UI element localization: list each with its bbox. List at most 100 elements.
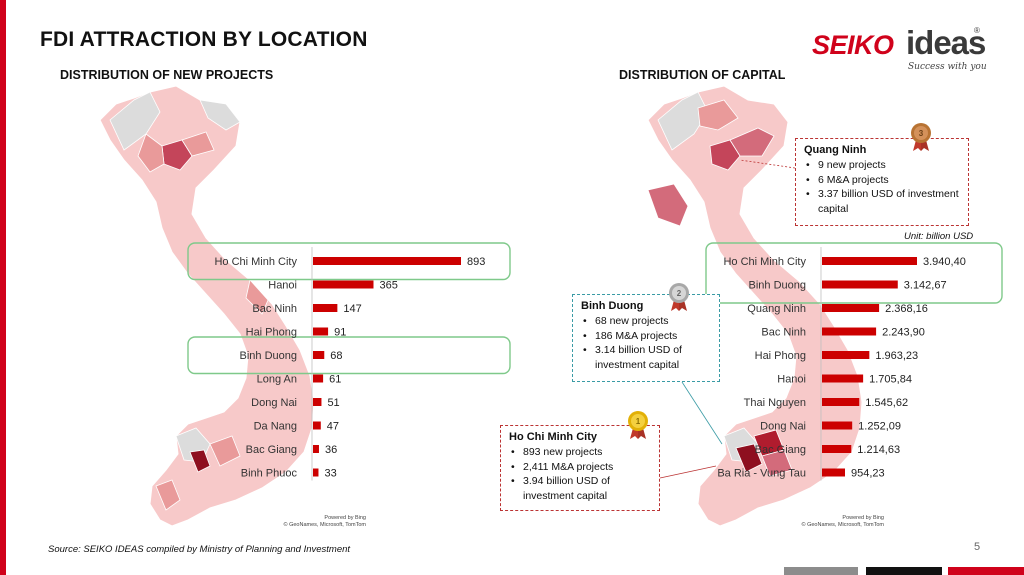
bar-projects [313, 327, 329, 336]
category-label-capital: Thai Nguyen [744, 397, 806, 409]
logo-registered-mark: ® [974, 26, 980, 35]
chart-projects: Ho Chi Minh City 893 Hanoi 365 Bac Ninh 147 Ha… [187, 242, 511, 481]
value-label-capital: 1.214,63 [857, 444, 900, 456]
callout-item: 3.94 billion USD of investment capital [509, 474, 651, 503]
bar-capital [822, 327, 877, 336]
svg-text:1: 1 [636, 417, 641, 426]
value-label-capital: 1.963,23 [875, 350, 918, 362]
category-label-capital: Hanoi [777, 374, 806, 386]
bar-capital [822, 445, 852, 453]
binh-duong-connector [681, 381, 723, 445]
value-label-projects: 51 [327, 397, 339, 409]
callout-item: 3.14 billion USD of investment capital [581, 343, 711, 372]
gold-medal-icon: 1 [628, 411, 648, 439]
callout-quang-ninh: Quang Ninh 9 new projects 6 M&A projects… [795, 138, 969, 226]
footer-bar-red [948, 567, 1024, 575]
left-chart-subtitle: DISTRIBUTION OF NEW PROJECTS [60, 68, 274, 82]
callout-title: Ho Chi Minh City [509, 431, 597, 443]
attribution-line: Powered by Bing [842, 515, 884, 521]
page-number: 5 [974, 541, 981, 553]
page-title: FDI ATTRACTION BY LOCATION [40, 28, 368, 51]
value-label-projects: 68 [330, 350, 342, 362]
attribution-line: Powered by Bing [324, 515, 366, 521]
highlight-box-projects-1 [187, 336, 511, 375]
value-label-projects: 365 [379, 280, 397, 292]
category-label-capital: Binh Duong [749, 280, 807, 292]
highlight-box-capital-0 [705, 242, 1003, 304]
category-label-capital: Hai Phong [755, 350, 806, 362]
bar-projects [313, 468, 319, 477]
value-label-capital: 954,23 [851, 468, 885, 480]
value-label-projects: 47 [327, 421, 339, 433]
category-label-capital: Quang Ninh [747, 303, 806, 315]
bar-capital [822, 280, 898, 289]
bar-capital [822, 257, 917, 265]
bar-projects [313, 304, 338, 312]
category-label-projects: Bac Giang [246, 444, 297, 456]
svg-text:3: 3 [919, 129, 924, 138]
category-label-projects: Hanoi [268, 280, 297, 292]
callout-list: 893 new projects 2,411 M&A projects 3.94… [509, 445, 651, 503]
callout-list: 9 new projects 6 M&A projects 3.37 billi… [804, 158, 960, 216]
callout-ho-chi-minh: Ho Chi Minh City 893 new projects 2,411 … [500, 425, 660, 511]
bar-capital [822, 421, 853, 430]
bar-capital [822, 398, 860, 406]
unit-note: Unit: billion USD [904, 231, 974, 242]
category-label-projects: Binh Phuoc [241, 468, 298, 480]
category-label-projects: Binh Duong [240, 350, 298, 362]
category-label-projects: Da Nang [254, 421, 297, 433]
category-label-projects: Long An [257, 374, 297, 386]
category-label-capital: Ho Chi Minh City [723, 256, 806, 268]
value-label-capital: 1.545,62 [865, 397, 908, 409]
value-label-capital: 3.940,40 [923, 256, 966, 268]
bar-projects [313, 257, 461, 265]
callout-item: 893 new projects [509, 445, 651, 460]
category-label-capital: Dong Nai [760, 421, 806, 433]
callout-binh-duong: Binh Duong 68 new projects 186 M&A proje… [572, 294, 720, 382]
bar-projects [313, 421, 321, 430]
callout-item: 186 M&A projects [581, 329, 711, 344]
right-map [647, 85, 863, 527]
category-label-projects: Dong Nai [251, 397, 297, 409]
callout-item: 68 new projects [581, 314, 711, 329]
footer-bar-gray [784, 567, 858, 575]
silver-medal-icon: 2 [669, 283, 689, 311]
left-accent-stripe [0, 0, 6, 575]
category-label-capital: Bac Ninh [761, 327, 806, 339]
right-chart-subtitle: DISTRIBUTION OF CAPITAL [619, 68, 786, 82]
bar-projects [313, 445, 319, 453]
bar-projects [313, 280, 374, 289]
callout-title: Binh Duong [581, 300, 644, 312]
category-label-projects: Bac Ninh [252, 303, 297, 315]
bronze-medal-icon: 3 [911, 123, 931, 151]
svg-text:2: 2 [677, 289, 682, 298]
value-label-capital: 3.142,67 [904, 280, 947, 292]
callout-item: 9 new projects [804, 158, 960, 173]
callout-list: 68 new projects 186 M&A projects 3.14 bi… [581, 314, 711, 372]
logo-brand-gray: ideas [906, 24, 986, 61]
callout-item: 3.37 billion USD of investment capital [804, 187, 960, 216]
category-label-projects: Ho Chi Minh City [214, 256, 297, 268]
attribution-line: © GeoNames, Microsoft, TomTom [801, 522, 885, 528]
callout-title: Quang Ninh [804, 144, 867, 156]
logo-slogan: Success with you [908, 62, 987, 72]
callout-item: 6 M&A projects [804, 173, 960, 188]
bar-capital [822, 304, 880, 312]
category-label-capital: Ba Ria - Vung Tau [717, 468, 806, 480]
ho-chi-minh-connector [659, 465, 717, 479]
bar-projects [313, 351, 325, 359]
value-label-capital: 1.252,09 [858, 421, 901, 433]
bar-capital [822, 468, 846, 477]
bar-capital [822, 351, 870, 359]
value-label-capital: 1.705,84 [869, 374, 912, 386]
value-label-projects: 91 [334, 327, 346, 339]
map-attribution-right: Powered by Bing © GeoNames, Microsoft, T… [798, 515, 885, 529]
value-label-projects: 147 [343, 303, 361, 315]
value-label-capital: 2.368,16 [885, 303, 928, 315]
seiko-ideas-logo: SEIKO ideas ® Success with you [812, 24, 992, 78]
footer-bar-black [866, 567, 942, 575]
left-map [99, 85, 315, 527]
bar-capital [822, 374, 864, 383]
